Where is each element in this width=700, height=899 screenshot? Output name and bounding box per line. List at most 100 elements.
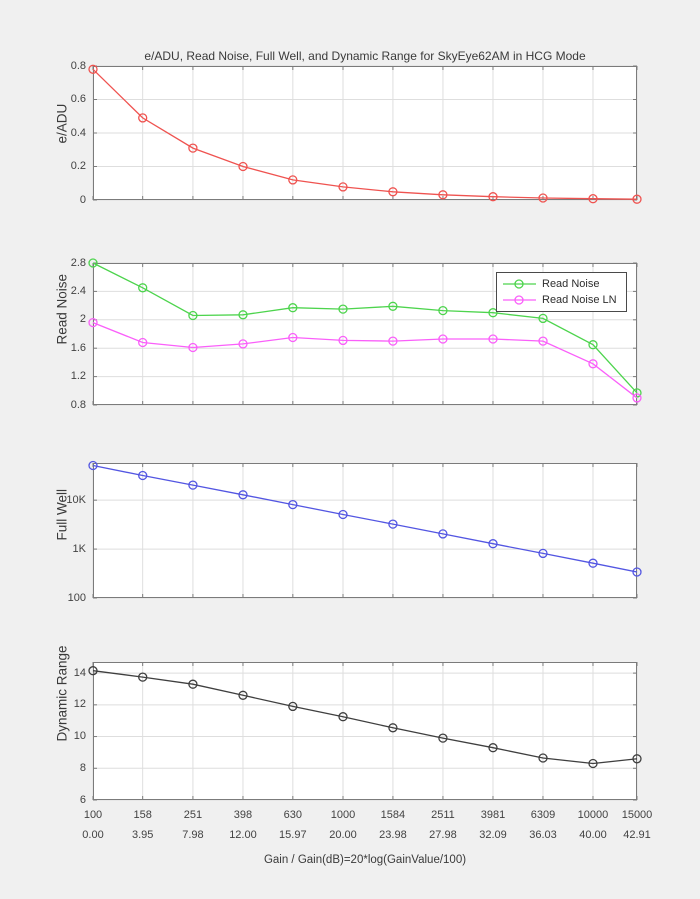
data-point-marker <box>138 113 148 123</box>
data-point-marker <box>188 342 198 353</box>
axes-border <box>93 463 637 598</box>
x-tick-label-gain: 3981 <box>480 809 506 821</box>
y-tick-label: 0.2 <box>70 160 86 172</box>
data-point-marker <box>288 303 298 313</box>
data-point-marker <box>338 304 348 314</box>
data-point-marker <box>488 192 498 202</box>
data-point-marker <box>88 666 98 676</box>
data-point-marker <box>388 336 398 346</box>
e-adu-series-line <box>92 68 638 200</box>
data-point-marker <box>238 161 248 172</box>
dynamic-range-chart-svg <box>88 662 642 801</box>
data-point-marker <box>88 64 98 74</box>
data-point-marker <box>588 558 598 568</box>
data-point-marker <box>138 283 148 293</box>
data-point-marker <box>438 334 448 344</box>
x-tick-label-gain: 1584 <box>380 809 406 821</box>
x-tick-label-db: 36.03 <box>529 829 557 841</box>
y-tick-label: 12 <box>73 698 86 711</box>
read-noise-axis-label: Read Noise <box>54 273 70 345</box>
x-tick-label-gain: 158 <box>133 809 152 821</box>
full-well-plot: 100 1K 10K <box>66 460 642 604</box>
data-point-marker <box>588 359 598 369</box>
y-tick-label: 0.4 <box>70 126 86 139</box>
data-point-marker <box>588 758 598 769</box>
y-tick-label: 0 <box>79 193 86 206</box>
y-tick-label: 10 <box>73 730 86 743</box>
x-tick-label-db: 42.91 <box>623 829 651 841</box>
data-point-marker <box>338 182 348 192</box>
data-point-marker <box>438 733 448 743</box>
y-tick-label: 6 <box>79 793 86 806</box>
data-point-marker <box>438 190 448 200</box>
x-tick-label-db: 15.97 <box>279 829 307 841</box>
data-point-marker <box>388 723 398 733</box>
data-point-marker <box>188 310 198 321</box>
data-point-marker <box>632 393 642 403</box>
x-tick-label-db: 32.09 <box>479 829 507 841</box>
y-tick-label: 2 <box>79 313 86 326</box>
legend-line-marker-icon <box>503 279 536 289</box>
axes-border <box>93 662 637 800</box>
x-tick-label-gain: 10000 <box>577 809 609 821</box>
plot-area-background <box>93 463 637 598</box>
dynamic-range-plot: 6 8 10 12 14 <box>74 662 642 806</box>
y-tick-label: 0.8 <box>70 59 86 72</box>
data-point-marker <box>288 332 298 343</box>
x-axis-title: Gain / Gain(dB)=20*log(GainValue/100) <box>263 854 467 866</box>
eadu-axis-label: e/ADU <box>54 103 70 144</box>
legend-label-read-noise-ln: Read Noise LN <box>542 294 617 306</box>
data-point-marker <box>238 310 248 320</box>
data-point-marker <box>538 336 548 346</box>
data-point-marker <box>388 301 398 311</box>
data-point-marker <box>188 480 198 490</box>
data-point-marker <box>388 519 398 529</box>
data-point-marker <box>138 337 148 348</box>
eadu-plot: 0 0.2 0.4 0.6 0.8 <box>71 60 642 206</box>
data-point-marker <box>88 317 98 328</box>
legend-label-read-noise: Read Noise <box>542 278 600 290</box>
data-point-marker <box>138 470 148 481</box>
y-tick-label: 1K <box>72 542 86 555</box>
data-point-marker <box>632 567 642 577</box>
data-point-marker <box>538 193 548 203</box>
x-tick-label-gain: 251 <box>183 809 203 821</box>
x-tick-label-gain: 2511 <box>431 809 455 821</box>
y-tick-label: 0.8 <box>70 398 86 411</box>
data-point-marker <box>188 143 198 153</box>
x-tick-label-db: 12.00 <box>229 829 257 841</box>
read-noise-legend: Read Noise Read Noise LN <box>496 272 627 312</box>
x-tick-label-gain: 630 <box>283 809 302 821</box>
data-point-marker <box>588 194 598 204</box>
data-point-marker <box>338 712 348 722</box>
data-point-marker <box>588 340 598 350</box>
x-tick-label-db: 3.95 <box>131 829 154 841</box>
data-point-marker <box>88 258 98 268</box>
data-point-marker <box>632 388 642 398</box>
read-noise-series-line <box>92 321 638 399</box>
y-tick-label: 14 <box>73 666 86 679</box>
data-point-marker <box>538 753 548 763</box>
e-adu-chart-svg <box>88 64 642 204</box>
x-tick-label-db: 20.00 <box>329 829 357 841</box>
dynamic-range-axis-label: Dynamic Range <box>54 645 70 742</box>
data-point-marker <box>538 313 548 324</box>
data-point-marker <box>288 499 298 510</box>
x-tick-label-gain: 15000 <box>621 809 653 821</box>
y-tick-label: 1.2 <box>70 370 86 383</box>
chart-title: e/ADU, Read Noise, Full Well, and Dynami… <box>144 49 586 63</box>
x-tick-label-gain: 398 <box>233 809 253 821</box>
data-point-marker <box>438 305 448 316</box>
data-point-marker <box>238 690 248 700</box>
data-point-marker <box>288 701 298 712</box>
data-point-marker <box>88 460 98 471</box>
data-point-marker <box>632 754 642 764</box>
dynamic-range-series-line <box>92 670 638 765</box>
y-tick-label: 0.6 <box>70 93 86 105</box>
full-well-axis-label: Full Well <box>54 488 70 541</box>
data-point-marker <box>388 187 398 197</box>
y-tick-label: 8 <box>79 761 86 774</box>
y-tick-label: 2.4 <box>70 284 86 297</box>
full-well-series-line <box>92 464 638 573</box>
